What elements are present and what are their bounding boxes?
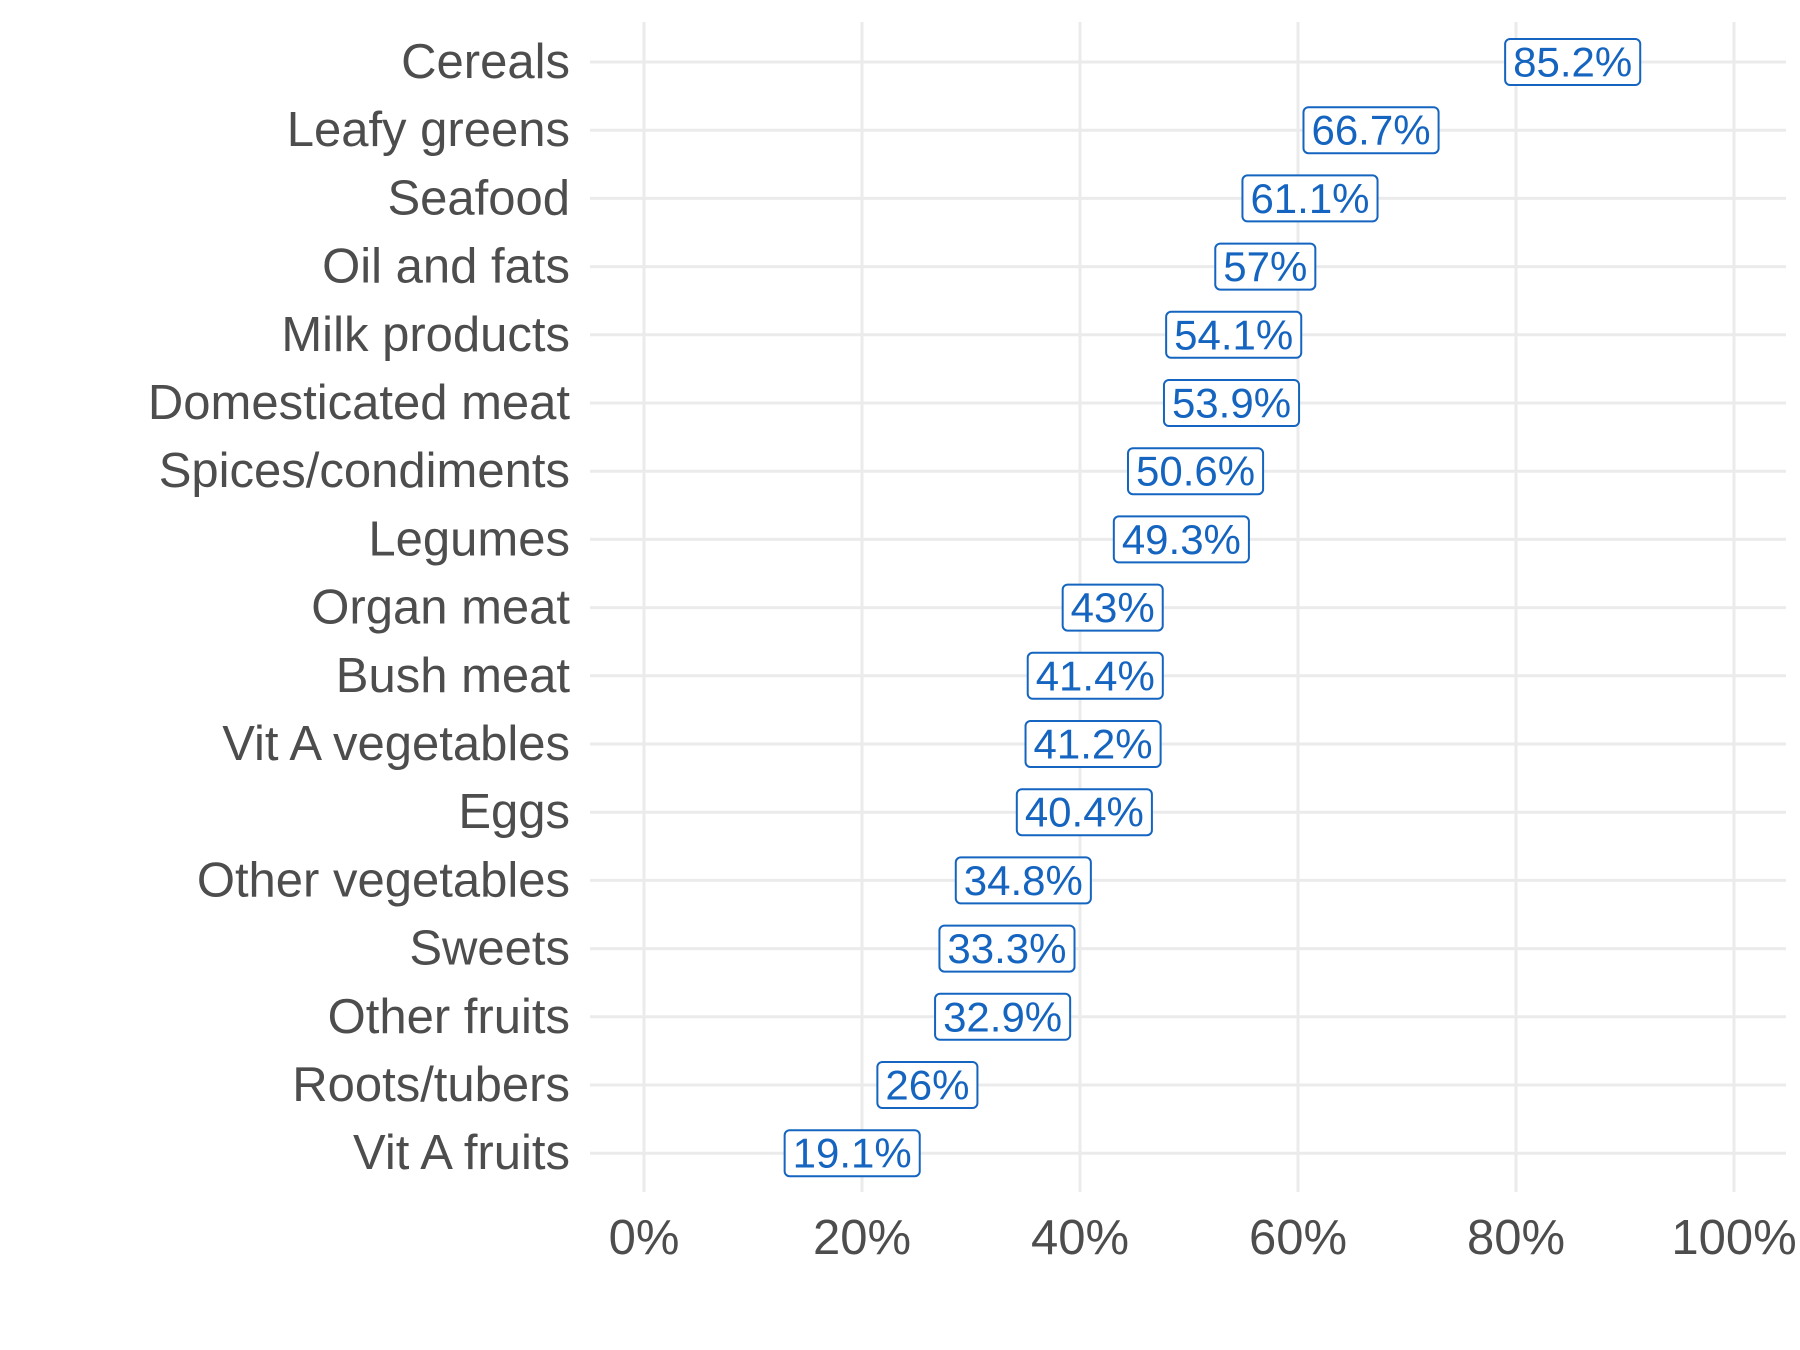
value-label-box bbox=[934, 992, 1072, 1041]
value-label: 19.1% bbox=[793, 1130, 912, 1177]
value-label-group: 57% bbox=[1214, 242, 1317, 291]
value-label-box bbox=[1061, 583, 1164, 632]
value-label: 57% bbox=[1223, 243, 1307, 290]
value-label: 54.1% bbox=[1174, 311, 1293, 358]
value-label: 66.7% bbox=[1311, 107, 1430, 154]
value-label-group: 66.7% bbox=[1302, 106, 1440, 155]
x-tick-label: 40% bbox=[1031, 1211, 1129, 1265]
value-label-group: 61.1% bbox=[1241, 174, 1379, 223]
y-tick-label: Other vegetables bbox=[197, 853, 570, 907]
value-label-box bbox=[1162, 379, 1301, 427]
value-label-group: 41.2% bbox=[1024, 720, 1162, 768]
x-tick-label: 0% bbox=[609, 1211, 680, 1265]
y-tick-label: Oil and fats bbox=[322, 240, 570, 294]
value-label: 61.1% bbox=[1250, 175, 1369, 222]
value-label-box bbox=[1302, 106, 1440, 155]
value-label: 33.3% bbox=[947, 925, 1066, 972]
y-tick-label: Domesticated meat bbox=[148, 376, 571, 430]
value-label-group: 43% bbox=[1061, 583, 1164, 632]
y-tick-label: Legumes bbox=[368, 512, 570, 566]
x-axis-labels: 0% 20% 40% 60% 80% 100% bbox=[609, 1211, 1797, 1265]
value-label-box bbox=[1165, 310, 1303, 359]
value-label: 85.2% bbox=[1513, 39, 1632, 86]
value-label-group: 85.2% bbox=[1504, 38, 1642, 86]
data-labels: 85.2% 66.7% 61.1% 57% 54.1% 53.9% 50.6% 49.3% 43… bbox=[783, 38, 1642, 1178]
value-label-box bbox=[1112, 515, 1250, 564]
value-label-box bbox=[1504, 38, 1642, 86]
value-label-box bbox=[1126, 447, 1265, 496]
value-label: 34.8% bbox=[964, 857, 1083, 904]
value-label: 32.9% bbox=[943, 993, 1062, 1040]
value-label-group: 49.3% bbox=[1112, 515, 1250, 564]
value-label-box bbox=[1026, 651, 1164, 700]
value-label: 49.3% bbox=[1122, 516, 1241, 563]
y-axis-labels: Cereals Leafy greens Seafood Oil and fats Mi… bbox=[148, 35, 571, 1180]
value-label-group: 41.4% bbox=[1026, 651, 1164, 700]
grid bbox=[590, 22, 1786, 1192]
value-label-group: 32.9% bbox=[934, 992, 1072, 1041]
y-tick-label: Sweets bbox=[409, 922, 570, 976]
value-label-group: 19.1% bbox=[783, 1129, 921, 1178]
value-label-box bbox=[1241, 174, 1379, 223]
y-tick-label: Leafy greens bbox=[287, 103, 570, 157]
value-label-group: 50.6% bbox=[1126, 447, 1265, 496]
value-label: 53.9% bbox=[1172, 380, 1291, 427]
x-tick-label: 80% bbox=[1467, 1211, 1565, 1265]
value-label-group: 54.1% bbox=[1165, 310, 1303, 359]
y-tick-label: Spices/condiments bbox=[159, 444, 570, 498]
value-label: 40.4% bbox=[1025, 789, 1144, 836]
y-tick-label: Cereals bbox=[401, 35, 570, 89]
value-label-group: 53.9% bbox=[1162, 379, 1301, 427]
y-tick-label: Vit A vegetables bbox=[222, 717, 570, 771]
value-label-box bbox=[1015, 788, 1153, 837]
y-tick-label: Bush meat bbox=[336, 649, 571, 703]
y-tick-label: Seafood bbox=[387, 171, 570, 225]
value-label-box bbox=[954, 856, 1092, 905]
value-label: 41.4% bbox=[1036, 652, 1155, 699]
x-tick-label: 60% bbox=[1249, 1211, 1347, 1265]
value-label-group: 34.8% bbox=[954, 856, 1092, 905]
value-label-group: 40.4% bbox=[1015, 788, 1153, 837]
value-label: 50.6% bbox=[1136, 448, 1255, 495]
y-tick-label: Eggs bbox=[458, 785, 570, 839]
value-label-box bbox=[1024, 720, 1162, 768]
value-label: 43% bbox=[1071, 584, 1155, 631]
x-tick-label: 20% bbox=[813, 1211, 911, 1265]
value-label-box bbox=[783, 1129, 921, 1178]
y-tick-label: Roots/tubers bbox=[292, 1058, 570, 1112]
x-tick-label: 100% bbox=[1671, 1211, 1796, 1265]
value-label: 41.2% bbox=[1034, 721, 1153, 768]
value-label-box bbox=[938, 924, 1076, 973]
value-label-box bbox=[876, 1061, 979, 1109]
value-label: 26% bbox=[885, 1062, 969, 1109]
value-label-group: 33.3% bbox=[938, 924, 1076, 973]
value-label-group: 26% bbox=[876, 1061, 979, 1109]
y-tick-label: Organ meat bbox=[311, 581, 570, 635]
y-tick-label: Vit A fruits bbox=[353, 1126, 570, 1180]
value-label-box bbox=[1214, 242, 1317, 291]
y-tick-label: Other fruits bbox=[328, 990, 570, 1044]
y-tick-label: Milk products bbox=[281, 308, 570, 362]
